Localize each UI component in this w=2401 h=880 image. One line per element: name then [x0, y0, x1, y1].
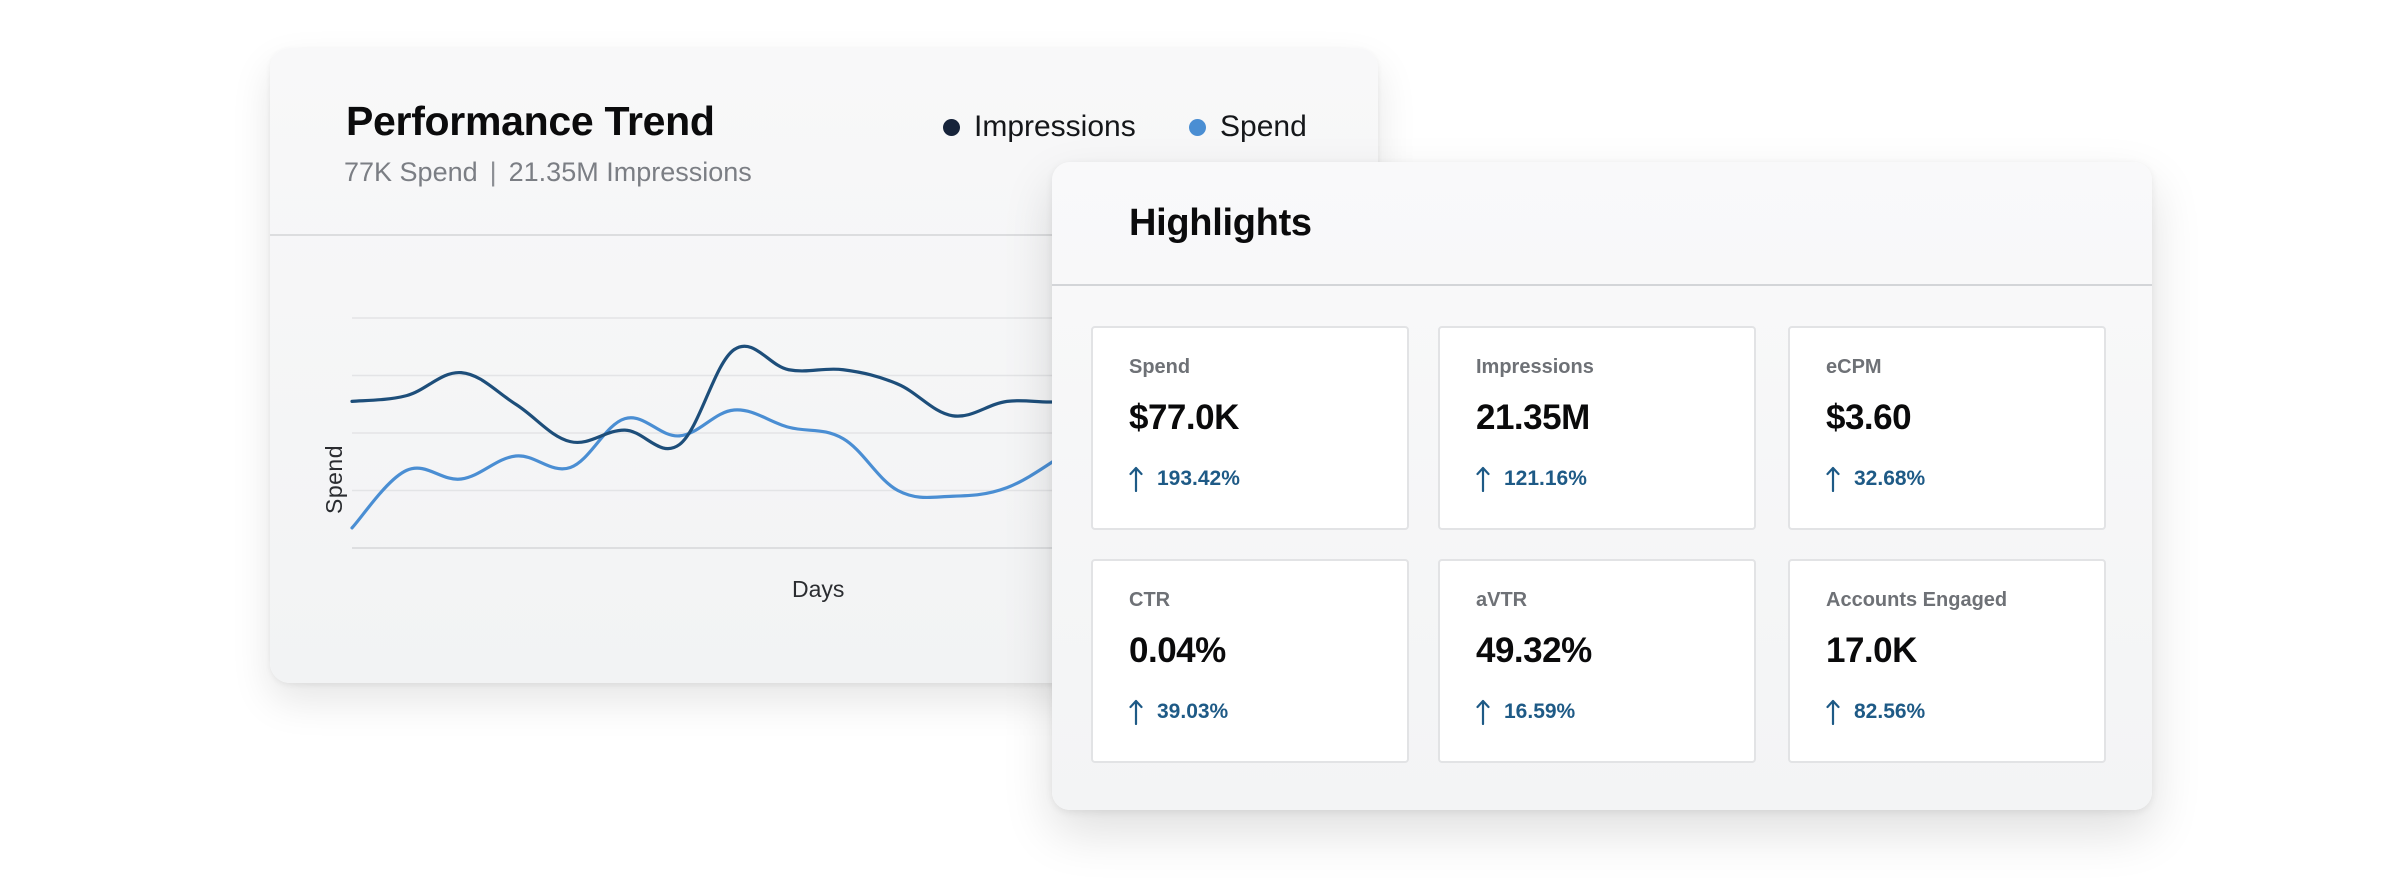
metric-value: 17.0K [1826, 631, 1917, 670]
metric-change-value: 193.42% [1157, 467, 1240, 490]
legend-label-impressions: Impressions [974, 110, 1136, 143]
arrow-up-icon [1826, 699, 1840, 725]
metric-card-avtr[interactable]: aVTR 49.32% 16.59% [1438, 559, 1756, 763]
metric-change-value: 16.59% [1504, 700, 1576, 723]
metric-change-value: 82.56% [1854, 700, 1926, 723]
metric-card-impressions[interactable]: Impressions 21.35M 121.16% [1438, 326, 1756, 530]
performance-trend-chart [350, 317, 1280, 549]
x-axis-label: Days [792, 576, 845, 602]
metric-change: 32.68% [1826, 466, 1925, 492]
metric-card-ctr[interactable]: CTR 0.04% 39.03% [1091, 559, 1409, 763]
arrow-up-icon [1476, 466, 1490, 492]
metric-label: Spend [1129, 356, 1191, 378]
metric-change: 121.16% [1476, 466, 1587, 492]
metric-label: aVTR [1476, 589, 1528, 611]
metric-change-value: 32.68% [1854, 467, 1926, 490]
metric-value: 21.35M [1476, 398, 1590, 437]
metric-change: 193.42% [1129, 466, 1240, 492]
highlights-card: Highlights Spend $77.0K 193.42% Impressi… [1052, 162, 2152, 810]
highlights-title: Highlights [1129, 202, 1312, 244]
legend-item-impressions[interactable]: Impressions [943, 110, 1136, 144]
subtitle-spend: 77K Spend [344, 157, 478, 187]
arrow-up-icon [1476, 699, 1490, 725]
metric-card-spend[interactable]: Spend $77.0K 193.42% [1091, 326, 1409, 530]
series-line-spend [350, 408, 1064, 530]
metric-value: 0.04% [1129, 631, 1226, 670]
chart-legend: Impressions Spend [270, 110, 1378, 150]
metric-label: CTR [1129, 589, 1171, 611]
metric-value: $3.60 [1826, 398, 1912, 437]
metric-value: 49.32% [1476, 631, 1592, 670]
performance-trend-title: Performance Trend [346, 98, 715, 144]
legend-dot-impressions-icon [943, 118, 960, 136]
metric-value: $77.0K [1129, 398, 1239, 437]
metric-change-value: 39.03% [1157, 700, 1229, 723]
subtitle-separator: | [489, 157, 497, 187]
arrow-up-icon [1129, 466, 1143, 492]
subtitle-impressions: 21.35M Impressions [508, 157, 752, 187]
arrow-up-icon [1826, 466, 1840, 492]
metric-label: eCPM [1826, 356, 1882, 378]
metric-change: 82.56% [1826, 699, 1925, 725]
highlights-divider [1052, 284, 2152, 286]
metric-change: 16.59% [1476, 699, 1575, 725]
metric-label: Impressions [1476, 356, 1594, 378]
performance-trend-subtitle: 77K Spend | 21.35M Impressions [344, 157, 752, 188]
trend-divider [270, 234, 1378, 236]
metric-change: 39.03% [1129, 699, 1228, 725]
y-axis-label: Spend [321, 444, 348, 515]
legend-label-spend: Spend [1220, 110, 1307, 143]
metric-change-value: 121.16% [1504, 467, 1587, 490]
legend-item-spend[interactable]: Spend [1189, 110, 1307, 144]
metric-card-accounts-engaged[interactable]: Accounts Engaged 17.0K 82.56% [1788, 559, 2106, 763]
metric-card-ecpm[interactable]: eCPM $3.60 32.68% [1788, 326, 2106, 530]
metric-label: Accounts Engaged [1826, 589, 2008, 611]
series-line-impressions [350, 344, 1118, 451]
arrow-up-icon [1129, 699, 1143, 725]
legend-dot-spend-icon [1189, 118, 1206, 136]
